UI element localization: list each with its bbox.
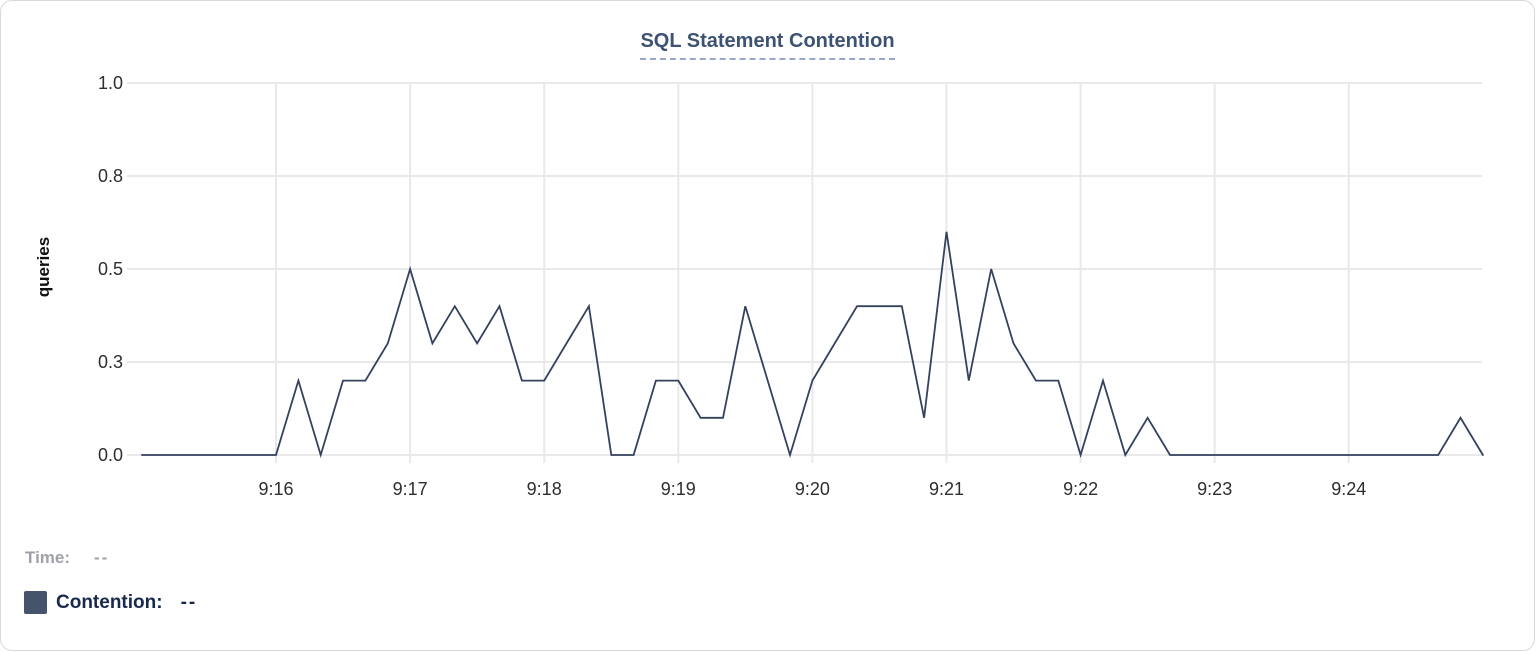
time-value: -- bbox=[94, 548, 110, 567]
y-tick-label: 0.3 bbox=[98, 352, 123, 372]
x-tick-label: 9:16 bbox=[258, 479, 293, 499]
x-tick-label: 9:22 bbox=[1063, 479, 1098, 499]
y-tick-label: 1.0 bbox=[98, 73, 123, 93]
y-tick-label: 0.0 bbox=[98, 445, 123, 465]
time-readout-row: Time: -- bbox=[25, 548, 109, 568]
x-tick-label: 9:21 bbox=[929, 479, 964, 499]
contention-line bbox=[140, 231, 1484, 459]
x-tick-label: 9:20 bbox=[795, 479, 830, 499]
x-tick-label: 9:24 bbox=[1331, 479, 1366, 499]
x-tick-label: 9:17 bbox=[393, 479, 428, 499]
x-tick-label: 9:19 bbox=[661, 479, 696, 499]
chart-title[interactable]: SQL Statement Contention bbox=[640, 30, 895, 60]
chart-title-row: SQL Statement Contention bbox=[1, 30, 1534, 60]
contention-line-chart[interactable]: 1.0 0.8 0.5 0.3 0.0 9:16 9:17 9:18 9:19 9:20 9:21 9… bbox=[1, 1, 1535, 521]
x-tick-label: 9:23 bbox=[1197, 479, 1232, 499]
contention-readout-row: Contention: -- bbox=[24, 591, 197, 614]
contention-swatch bbox=[24, 591, 47, 614]
y-tick-label: 0.5 bbox=[98, 259, 123, 279]
contention-label: Contention: bbox=[56, 591, 163, 613]
time-label: Time: bbox=[25, 548, 71, 567]
y-axis-title: queries bbox=[34, 237, 53, 297]
contention-value: -- bbox=[180, 591, 198, 613]
y-tick-label: 0.8 bbox=[98, 166, 123, 186]
x-tick-label: 9:18 bbox=[527, 479, 562, 499]
